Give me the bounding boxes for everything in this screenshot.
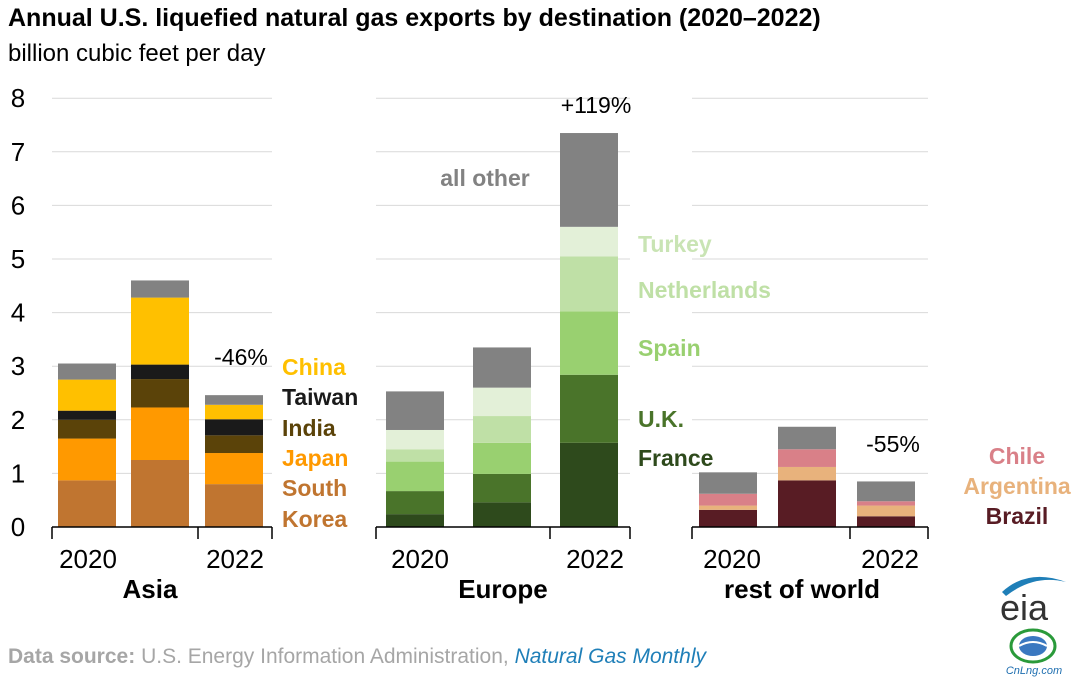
legend-label-france: France (638, 445, 713, 471)
bar-segment-argentina-2020 (699, 505, 757, 510)
bar-segment-argentina-2022 (857, 505, 915, 517)
change-label: +119% (561, 92, 632, 118)
source-publication: Natural Gas Monthly (514, 645, 706, 668)
legend-label-chile: Chile (989, 443, 1045, 469)
bar-segment-netherlands-2021 (473, 416, 531, 443)
bar-segment-uk-2022 (560, 374, 618, 443)
bar-segment-japan-2020 (58, 438, 116, 481)
y-tick-label: 6 (11, 190, 25, 220)
y-tick-label: 7 (11, 137, 25, 167)
bar-segment-uk-2020 (386, 491, 444, 515)
bar-segment-argentina-2021 (778, 466, 836, 481)
bar-segment-taiwan-2022 (205, 419, 263, 436)
bar-segment-spain-2021 (473, 442, 531, 474)
x-tick-label: 2020 (59, 544, 117, 574)
bar-segment-japan-2021 (131, 407, 189, 460)
bar-segment-other-2021 (131, 280, 189, 298)
bar-segment-netherlands-2020 (386, 449, 444, 462)
y-tick-label: 8 (11, 83, 25, 113)
legend-label-india: India (282, 415, 336, 441)
bar-segment-india-2022 (205, 435, 263, 454)
legend-label-taiwan: Taiwan (282, 384, 358, 410)
panel-label: Asia (123, 574, 178, 604)
bar-segment-spain-2022 (560, 311, 618, 375)
bar-segment-china-2020 (58, 379, 116, 411)
logo-text: eia (1000, 587, 1049, 628)
eia-logo-icon: eia CnLng.com (1000, 576, 1066, 677)
data-source: Data source: U.S. Energy Information Adm… (8, 645, 706, 669)
legend-label-argentina: Argentina (963, 473, 1071, 499)
bar-segment-korea-2020 (58, 480, 116, 527)
bar-segment-china-2022 (205, 404, 263, 420)
x-tick-label: 2020 (391, 544, 449, 574)
y-tick-label: 4 (11, 298, 25, 328)
bar-segment-brazil-2021 (778, 480, 836, 527)
bar-segment-chile-2020 (699, 493, 757, 506)
bar-segment-brazil-2020 (699, 509, 757, 527)
chart-subtitle: billion cubic feet per day (8, 40, 266, 67)
chart-title: Annual U.S. liquefied natural gas export… (8, 4, 821, 32)
source-label: Data source: (8, 645, 136, 668)
y-tick-label: 3 (11, 351, 25, 381)
y-tick-label: 1 (11, 458, 25, 488)
bar-segment-turkey-2020 (386, 429, 444, 450)
legend-label-japan: Japan (282, 445, 348, 471)
source-agency: U.S. Energy Information Administration, (141, 645, 509, 668)
panel-label: rest of world (724, 574, 880, 604)
bar-segment-turkey-2021 (473, 387, 531, 417)
bar-segment-brazil-2022 (857, 516, 915, 527)
bar-segment-korea-2022 (205, 484, 263, 527)
x-tick-label: 2022 (861, 544, 919, 574)
legend-label-turkey: Turkey (638, 231, 712, 257)
legend-label-china: China (282, 354, 346, 380)
bar-segment-taiwan-2021 (131, 364, 189, 380)
change-label: -46% (214, 344, 268, 370)
bar-segment-other-2022 (560, 133, 618, 227)
bar-segment-india-2020 (58, 419, 116, 439)
bar-segment-other-2020 (58, 363, 116, 380)
bar-segment-uk-2021 (473, 473, 531, 503)
bar-segment-france-2022 (560, 442, 618, 527)
panel-label: Europe (458, 574, 548, 604)
bar-segment-chile-2022 (857, 501, 915, 506)
all-other-label: all other (440, 165, 530, 191)
legend-label-spain: Spain (638, 335, 701, 361)
legend-label-brazil: Brazil (986, 503, 1049, 529)
change-label: -55% (866, 431, 920, 457)
logo-watermark: CnLng.com (1006, 665, 1062, 677)
bar-segment-france-2020 (386, 514, 444, 527)
x-tick-label: 2020 (703, 544, 761, 574)
bar-segment-korea-2021 (131, 460, 189, 527)
bar-segment-spain-2020 (386, 461, 444, 492)
bar-segment-other-2021 (778, 426, 836, 450)
bar-segment-india-2021 (131, 379, 189, 408)
bar-segment-chile-2021 (778, 449, 836, 467)
bar-segment-other-2020 (386, 391, 444, 430)
bar-segment-other-2020 (699, 472, 757, 494)
bar-segment-japan-2022 (205, 453, 263, 485)
x-tick-label: 2022 (206, 544, 264, 574)
bar-segment-netherlands-2022 (560, 256, 618, 312)
legend-label-korea: South (282, 475, 347, 501)
y-tick-label: 5 (11, 244, 25, 274)
bar-segment-turkey-2022 (560, 226, 618, 257)
bar-segment-china-2021 (131, 297, 189, 365)
legend-label-korea: Korea (282, 506, 347, 532)
bar-segment-other-2022 (205, 395, 263, 405)
bar-segment-taiwan-2020 (58, 410, 116, 420)
bar-segment-other-2022 (857, 481, 915, 502)
legend-label-uk: U.K. (638, 406, 684, 432)
y-tick-label: 0 (11, 512, 25, 542)
x-tick-label: 2022 (566, 544, 624, 574)
y-tick-label: 2 (11, 405, 25, 435)
legend-label-netherlands: Netherlands (638, 277, 771, 303)
bar-segment-other-2021 (473, 347, 531, 388)
bar-segment-france-2021 (473, 502, 531, 527)
